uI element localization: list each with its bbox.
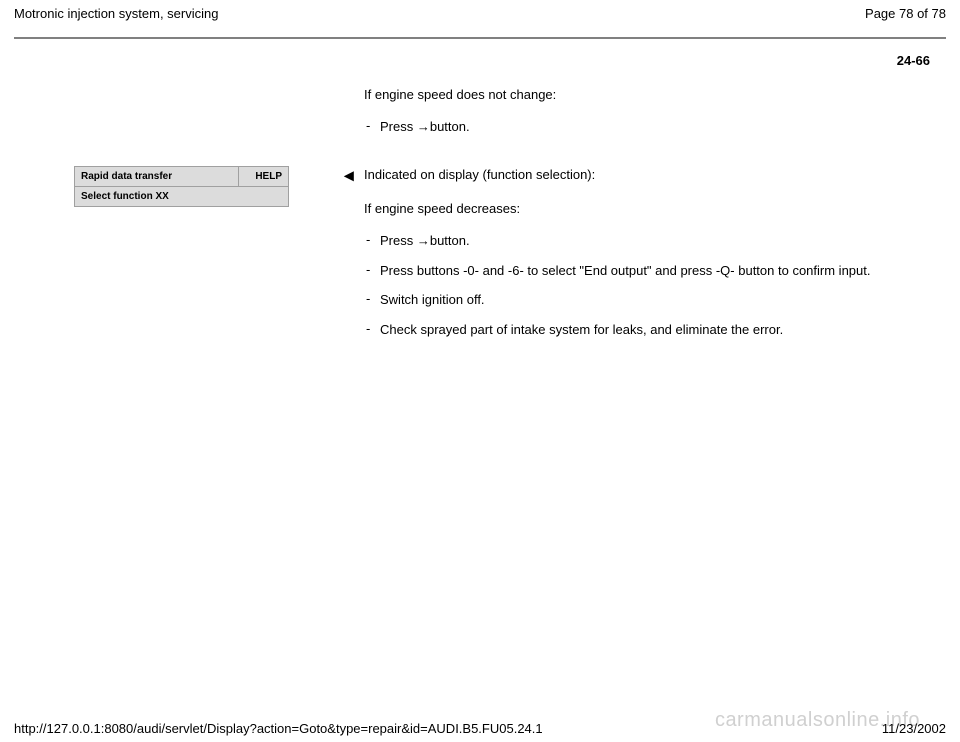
content-area: If engine speed does not change: - Press… (0, 86, 960, 350)
list-item: - Check sprayed part of intake system fo… (364, 321, 930, 339)
display-line2: Select function XX (75, 186, 289, 206)
header-title: Motronic injection system, servicing (14, 6, 218, 21)
item-text: Press →button. (380, 118, 930, 136)
list-2: - Press →button. - Press buttons -0- and… (364, 232, 930, 338)
list-1: - Press →button. (364, 118, 930, 136)
dash: - (364, 262, 380, 277)
section-number: 24-66 (0, 39, 960, 68)
row-intro-1: If engine speed does not change: - Press… (14, 86, 930, 148)
list-item: - Switch ignition off. (364, 291, 930, 309)
list-item: - Press buttons -0- and -6- to select "E… (364, 262, 930, 280)
footer-url: http://127.0.0.1:8080/audi/servlet/Displ… (14, 721, 543, 736)
list-item: - Press →button. (364, 232, 930, 250)
dash: - (364, 232, 380, 247)
item-text: Check sprayed part of intake system for … (380, 321, 930, 339)
display-panel: Rapid data transfer HELP Select function… (74, 166, 289, 207)
right-arrow-icon: → (417, 232, 430, 250)
dash: - (364, 321, 380, 336)
item-text: Switch ignition off. (380, 291, 930, 309)
indicator-arrow-icon: ◂ (344, 165, 353, 185)
display-line1-right: HELP (239, 166, 289, 186)
print-footer: http://127.0.0.1:8080/audi/servlet/Displ… (0, 717, 960, 742)
footer-date: 11/23/2002 (882, 721, 946, 736)
sub-text-2: If engine speed decreases: (364, 200, 930, 218)
dash: - (364, 291, 380, 306)
intro-text-1: If engine speed does not change: (364, 86, 930, 104)
item-text: Press buttons -0- and -6- to select "End… (380, 262, 930, 280)
item-text: Press →button. (380, 232, 930, 250)
list-item: - Press →button. (364, 118, 930, 136)
row-display: Rapid data transfer HELP Select function… (14, 166, 930, 351)
display-line1-left: Rapid data transfer (75, 166, 239, 186)
right-arrow-icon: → (417, 118, 430, 136)
dash: - (364, 118, 380, 133)
intro-text-2: Indicated on display (function selection… (364, 166, 930, 184)
header-page-position: Page 78 of 78 (865, 6, 946, 21)
print-header: Motronic injection system, servicing Pag… (0, 0, 960, 25)
